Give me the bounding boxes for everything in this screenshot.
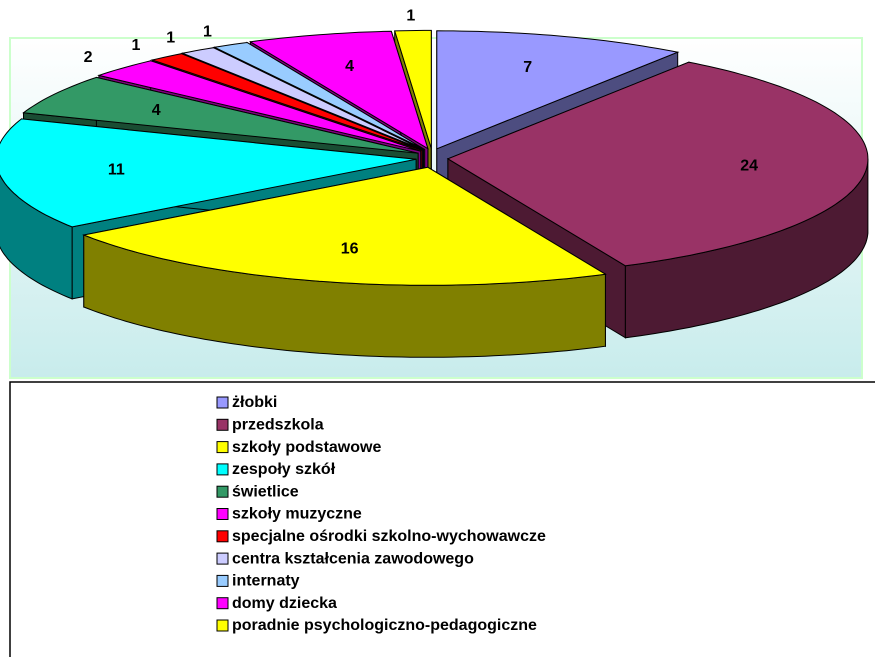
data-label: 2 (84, 49, 93, 66)
data-label: 4 (345, 58, 354, 75)
legend-swatch (216, 418, 229, 431)
legend-swatch (216, 508, 229, 520)
data-label: 11 (108, 162, 125, 179)
legend-label: szkoły muzyczne (232, 506, 362, 523)
legend-label: żłobki (232, 394, 277, 411)
legend-label: poradnie psychologiczno-pedagogiczne (232, 617, 537, 634)
legend-label: przedszkola (232, 417, 324, 434)
legend-label: zespoły szkół (232, 461, 336, 478)
legend-swatch (216, 485, 229, 498)
legend-swatch (216, 574, 229, 587)
slice (150, 53, 423, 151)
legend-swatch (216, 530, 229, 543)
slice (0, 118, 417, 228)
slice (212, 41, 425, 150)
slice (436, 30, 680, 150)
slice (82, 166, 607, 286)
legend-label: świetlice (232, 483, 299, 500)
slice (22, 76, 419, 154)
data-label: 24 (740, 157, 758, 174)
legend-swatch (216, 396, 229, 409)
legend (9, 381, 875, 657)
data-label: 16 (341, 241, 359, 258)
legend-label: internaty (232, 573, 300, 590)
slice (446, 61, 869, 267)
slice (248, 30, 429, 150)
legend-label: domy dziecka (232, 595, 337, 612)
legend-swatch (216, 441, 229, 454)
legend-label: centra kształcenia zawodowego (232, 550, 474, 567)
data-label: 7 (523, 59, 532, 76)
data-label: 1 (406, 8, 415, 25)
data-label: 4 (152, 102, 161, 119)
slice (180, 47, 424, 151)
legend-swatch (216, 463, 229, 476)
legend-swatch (216, 552, 229, 565)
slice (394, 29, 432, 149)
legend-label: szkoły podstawowe (232, 439, 381, 456)
legend-label: specjalne ośrodki szkolno-wychowawcze (232, 528, 546, 545)
legend-swatch (216, 619, 229, 632)
legend-swatch (216, 597, 229, 610)
data-label: 1 (166, 30, 175, 47)
data-label: 1 (131, 37, 140, 54)
slice (97, 60, 421, 152)
legend-items: żłobki przedszkola szkoły podstawowe zespoł… (216, 394, 546, 634)
data-label: 1 (203, 23, 212, 40)
